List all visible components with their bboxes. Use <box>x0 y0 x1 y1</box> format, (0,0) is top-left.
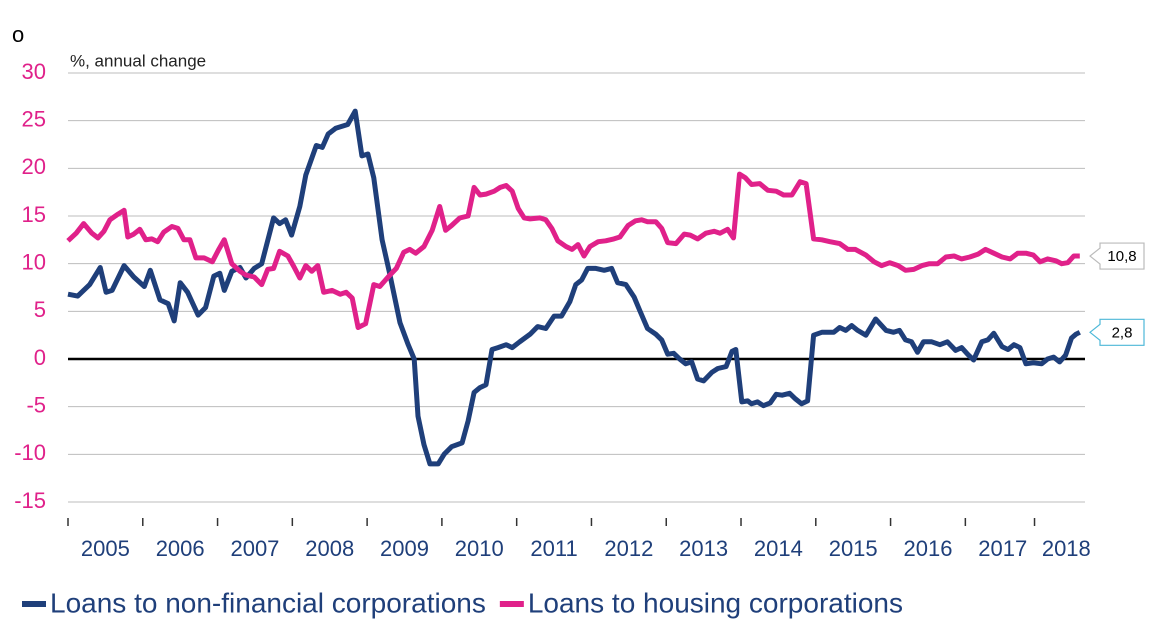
x-tick-label: 2012 <box>604 536 653 561</box>
series-line <box>66 171 1080 330</box>
chart-title: o <box>12 22 24 47</box>
y-tick-label: 5 <box>34 297 46 322</box>
x-tick-label: 2013 <box>679 536 728 561</box>
x-tick-label: 2010 <box>455 536 504 561</box>
end-label-box <box>1089 242 1145 270</box>
y-tick-label: 20 <box>22 154 46 179</box>
x-tick-label: 2018 <box>1042 536 1091 561</box>
series-line <box>67 108 1081 467</box>
y-tick-label: 0 <box>34 345 46 370</box>
legend-swatch <box>22 601 46 607</box>
y-tick-label: 25 <box>22 106 46 131</box>
x-tick-label: 2015 <box>829 536 878 561</box>
end-label: 2,8 <box>1089 318 1145 346</box>
x-tick-label: 2014 <box>754 536 803 561</box>
y-axis-label: %, annual change <box>70 51 206 70</box>
x-tick-label: 2011 <box>530 536 577 561</box>
legend-label: Loans to non-financial corporations <box>50 587 486 618</box>
legend-label: Loans to housing corporations <box>528 587 903 618</box>
x-tick-label: 2006 <box>156 536 205 561</box>
y-tick-label: 15 <box>22 202 46 227</box>
y-tick-label: -10 <box>14 440 46 465</box>
legend-swatch <box>499 601 524 607</box>
end-label: 10,8 <box>1089 242 1145 270</box>
y-tick-label: -15 <box>14 488 46 513</box>
end-label-text: 10,8 <box>1107 248 1136 265</box>
y-tick-label: 30 <box>22 59 46 84</box>
y-tick-label: 10 <box>22 249 46 274</box>
end-label-box <box>1089 318 1145 346</box>
end-label-text: 2,8 <box>1112 324 1133 341</box>
y-tick-label: -5 <box>26 392 46 417</box>
x-tick-label: 2017 <box>978 536 1027 561</box>
x-tick-label: 2009 <box>380 536 429 561</box>
x-tick-label: 2007 <box>230 536 279 561</box>
x-tick-label: 2016 <box>903 536 952 561</box>
x-tick-label: 2008 <box>305 536 354 561</box>
x-tick-label: 2005 <box>81 536 130 561</box>
